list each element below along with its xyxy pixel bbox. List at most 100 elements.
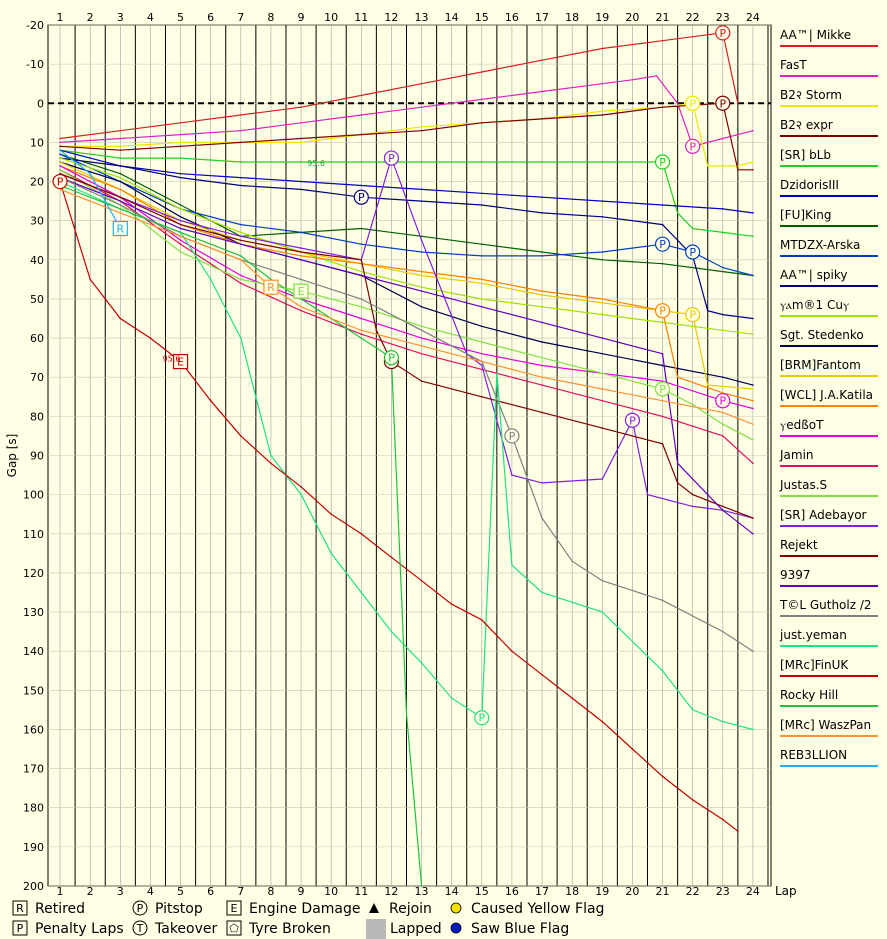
data-point bbox=[601, 82, 604, 85]
x-tick-top: 15 bbox=[475, 11, 489, 24]
data-point bbox=[300, 305, 302, 308]
x-tick-top: 22 bbox=[686, 11, 700, 24]
data-point bbox=[179, 122, 182, 124]
marker-label: P bbox=[659, 156, 666, 169]
data-point bbox=[119, 176, 122, 179]
key-label: Caused Yellow Flag bbox=[471, 901, 604, 917]
data-point bbox=[59, 137, 61, 140]
data-point bbox=[752, 532, 754, 535]
y-tick: 130 bbox=[23, 606, 44, 619]
data-point bbox=[601, 352, 604, 355]
chart-markers: PPPPPPPPPPPPEPPPPPPEPRR95.695.6 bbox=[52, 25, 731, 726]
x-tick-top: 19 bbox=[595, 11, 609, 24]
marker-label: P bbox=[659, 305, 666, 318]
data-point bbox=[752, 388, 754, 390]
data-point bbox=[179, 204, 182, 206]
data-point bbox=[119, 188, 122, 191]
marker-label: P bbox=[57, 176, 64, 189]
key-label: Retired bbox=[35, 901, 85, 917]
data-point bbox=[240, 278, 242, 281]
data-point bbox=[179, 141, 182, 144]
data-point bbox=[300, 180, 302, 183]
data-point bbox=[481, 98, 483, 101]
key-label: Rejoin bbox=[389, 901, 432, 917]
data-point bbox=[661, 364, 664, 367]
data-point bbox=[360, 133, 363, 136]
key-symbol-letter: E bbox=[231, 902, 238, 915]
data-point bbox=[752, 317, 754, 320]
data-point bbox=[481, 243, 483, 245]
data-point bbox=[59, 141, 61, 144]
data-point bbox=[752, 333, 754, 335]
data-point bbox=[240, 337, 242, 339]
key-symbol-letter: ⬠ bbox=[229, 922, 239, 935]
x-tick-bottom: 15 bbox=[475, 885, 489, 898]
key-symbol bbox=[226, 900, 242, 916]
pitstop-marker bbox=[685, 244, 701, 260]
data-point bbox=[240, 239, 242, 242]
y-tick: 70 bbox=[30, 371, 44, 384]
legend-entry: [MRc]FinUK bbox=[780, 658, 849, 672]
data-point bbox=[752, 462, 754, 465]
legend-entry: Rejekt bbox=[780, 538, 818, 552]
data-point bbox=[722, 435, 724, 437]
data-point bbox=[300, 493, 302, 496]
y-tick: 110 bbox=[23, 528, 44, 541]
marker-label: P bbox=[388, 152, 395, 165]
data-point bbox=[420, 106, 423, 108]
x-tick-bottom: 19 bbox=[595, 885, 609, 898]
data-point bbox=[661, 321, 664, 324]
pitstop-marker bbox=[504, 428, 520, 444]
data-point bbox=[360, 184, 363, 187]
legend-entry: Sgt. Stedenko bbox=[780, 328, 864, 342]
pitstop-marker bbox=[685, 307, 701, 323]
legend-entry: AA™| Mikke bbox=[780, 28, 851, 42]
pitstop-marker bbox=[474, 710, 490, 726]
data-point bbox=[511, 650, 513, 652]
data-point bbox=[706, 309, 709, 312]
data-point bbox=[601, 200, 604, 202]
legend-entry: Justas.S bbox=[779, 478, 827, 492]
data-point bbox=[119, 204, 122, 206]
data-point bbox=[420, 129, 423, 132]
data-point bbox=[661, 262, 664, 265]
data-point bbox=[300, 161, 302, 163]
data-point bbox=[752, 212, 754, 214]
data-point bbox=[481, 282, 483, 285]
data-point bbox=[541, 591, 543, 594]
key-symbol-letter: R bbox=[16, 902, 24, 915]
data-point bbox=[300, 106, 302, 108]
legend-entry: ⲩⲁm®1 Cuⲩ bbox=[780, 298, 849, 312]
data-point bbox=[420, 380, 423, 382]
x-tick-bottom: 20 bbox=[625, 885, 639, 898]
data-point bbox=[240, 282, 242, 285]
data-point bbox=[541, 341, 543, 343]
legend-entry: ⲩedßoT bbox=[780, 418, 824, 432]
legend-entry: T©L Gutholz /2 bbox=[779, 598, 872, 612]
marker-label: P bbox=[689, 309, 696, 322]
data-point bbox=[541, 251, 543, 253]
data-point bbox=[481, 341, 483, 343]
data-point bbox=[420, 235, 423, 238]
data-point bbox=[601, 298, 604, 300]
data-point bbox=[59, 169, 61, 171]
data-point bbox=[300, 251, 302, 253]
legend-entry: 9397 bbox=[780, 568, 811, 582]
data-point bbox=[270, 462, 272, 465]
data-point bbox=[541, 118, 543, 120]
marker-label: P bbox=[719, 395, 726, 408]
data-point bbox=[300, 255, 302, 257]
data-point bbox=[59, 149, 61, 152]
data-point bbox=[481, 71, 483, 73]
data-point bbox=[481, 395, 483, 398]
data-point bbox=[752, 399, 754, 402]
data-point bbox=[601, 611, 604, 613]
x-axis-label: Lap bbox=[775, 884, 797, 898]
data-point bbox=[360, 317, 363, 320]
data-point bbox=[676, 102, 679, 105]
data-point bbox=[601, 372, 604, 375]
data-point bbox=[179, 172, 182, 175]
data-point bbox=[661, 415, 664, 418]
data-point bbox=[706, 384, 709, 386]
x-tick-top: 3 bbox=[117, 11, 124, 24]
